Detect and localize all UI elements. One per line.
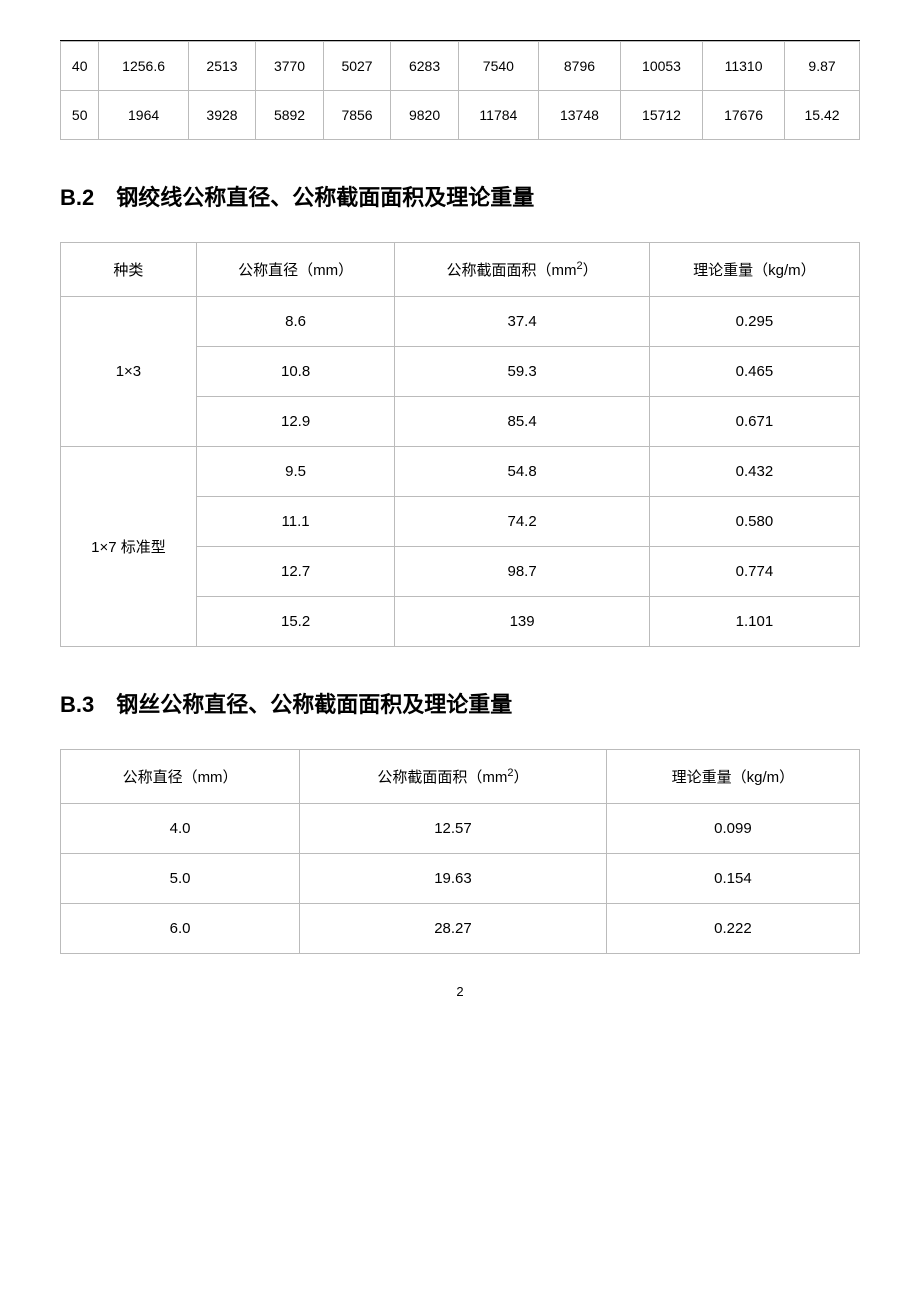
- table-cell: 37.4: [395, 297, 650, 347]
- table-cell: 19.63: [300, 854, 607, 904]
- table-cell: 1.101: [649, 597, 859, 647]
- table-cell: 0.432: [649, 447, 859, 497]
- table-cell: 3928: [188, 91, 256, 140]
- table-cell: 5892: [256, 91, 324, 140]
- table-cell: 9820: [391, 91, 459, 140]
- table-cell: 6283: [391, 42, 459, 91]
- table-cell: 98.7: [395, 547, 650, 597]
- table-cell: 0.099: [606, 804, 859, 854]
- table-cell: 7540: [458, 42, 538, 91]
- page-number: 2: [60, 984, 860, 999]
- table-b2: 种类公称直径（mm）公称截面面积（mm2）理论重量（kg/m） 1×38.637.…: [60, 242, 860, 647]
- table-cell: 8796: [538, 42, 620, 91]
- table-cell: 11310: [703, 42, 785, 91]
- table-cell: 15.42: [785, 91, 860, 140]
- table-b1-partial: 401256.625133770502762837540879610053113…: [60, 41, 860, 140]
- table-cell: 139: [395, 597, 650, 647]
- table-cell: 13748: [538, 91, 620, 140]
- table-cell: 3770: [256, 42, 324, 91]
- table-header-cell: 理论重量（kg/m）: [649, 243, 859, 297]
- table-cell: 0.465: [649, 347, 859, 397]
- table-header-cell: 理论重量（kg/m）: [606, 750, 859, 804]
- table-group-label: 1×7 标准型: [61, 447, 197, 647]
- table-cell: 50: [61, 91, 99, 140]
- table-header-cell: 种类: [61, 243, 197, 297]
- table-cell: 5.0: [61, 854, 300, 904]
- table-cell: 11784: [458, 91, 538, 140]
- table-cell: 54.8: [395, 447, 650, 497]
- table-cell: 15712: [620, 91, 702, 140]
- table-cell: 12.9: [196, 397, 394, 447]
- table-b3: 公称直径（mm）公称截面面积（mm2）理论重量（kg/m） 4.012.570.0…: [60, 749, 860, 954]
- table-cell: 2513: [188, 42, 256, 91]
- table-cell: 0.222: [606, 904, 859, 954]
- section-b3-heading: B.3 钢丝公称直径、公称截面面积及理论重量: [60, 687, 860, 719]
- table-cell: 0.154: [606, 854, 859, 904]
- table-cell: 10.8: [196, 347, 394, 397]
- table-cell: 7856: [323, 91, 391, 140]
- table-cell: 40: [61, 42, 99, 91]
- table-cell: 1256.6: [99, 42, 188, 91]
- table-cell: 5027: [323, 42, 391, 91]
- table-cell: 17676: [703, 91, 785, 140]
- table-cell: 15.2: [196, 597, 394, 647]
- table-group-label: 1×3: [61, 297, 197, 447]
- table-cell: 0.774: [649, 547, 859, 597]
- table-cell: 12.57: [300, 804, 607, 854]
- table-cell: 0.580: [649, 497, 859, 547]
- table-header-cell: 公称直径（mm）: [196, 243, 394, 297]
- table-cell: 9.87: [785, 42, 860, 91]
- table-cell: 12.7: [196, 547, 394, 597]
- table-cell: 1964: [99, 91, 188, 140]
- table-header-cell: 公称截面面积（mm2）: [300, 750, 607, 804]
- table-header-cell: 公称直径（mm）: [61, 750, 300, 804]
- table-cell: 8.6: [196, 297, 394, 347]
- section-b2-heading: B.2 钢绞线公称直径、公称截面面积及理论重量: [60, 180, 860, 212]
- table-cell: 0.295: [649, 297, 859, 347]
- table-cell: 74.2: [395, 497, 650, 547]
- table-cell: 9.5: [196, 447, 394, 497]
- table-cell: 4.0: [61, 804, 300, 854]
- table-cell: 28.27: [300, 904, 607, 954]
- table-header-cell: 公称截面面积（mm2）: [395, 243, 650, 297]
- table-cell: 6.0: [61, 904, 300, 954]
- table-cell: 59.3: [395, 347, 650, 397]
- table-cell: 10053: [620, 42, 702, 91]
- table-cell: 85.4: [395, 397, 650, 447]
- table-cell: 11.1: [196, 497, 394, 547]
- table-cell: 0.671: [649, 397, 859, 447]
